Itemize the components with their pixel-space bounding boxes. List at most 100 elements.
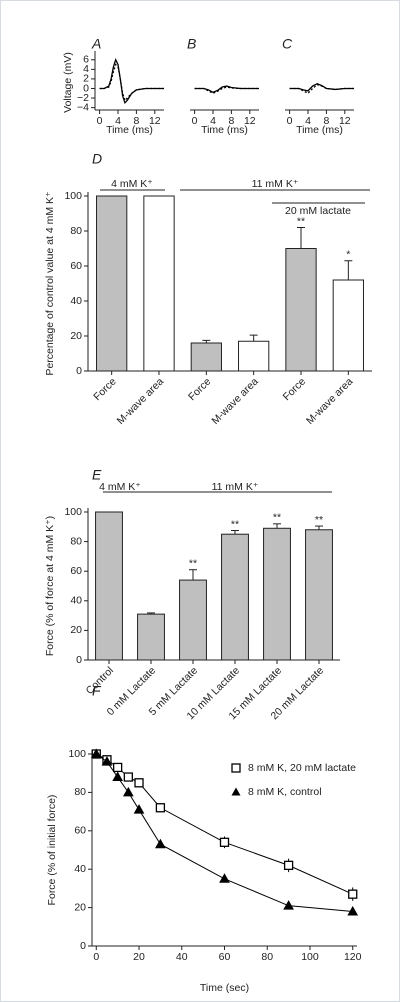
y-tick-label: −4 bbox=[77, 101, 89, 113]
x-axis-label: Time (ms) bbox=[296, 124, 343, 136]
bar bbox=[96, 195, 128, 372]
bar bbox=[285, 248, 317, 372]
marker bbox=[348, 889, 358, 899]
x-tick-label: 0 bbox=[287, 115, 293, 127]
y-tick-label: 20 bbox=[70, 624, 82, 636]
y-tick-label: 60 bbox=[74, 825, 86, 837]
x-tick-label: 80 bbox=[261, 951, 273, 963]
y-tick-label: 0 bbox=[76, 654, 82, 666]
y-tick-label: 0 bbox=[76, 365, 82, 377]
x-tick-label: 4 bbox=[210, 115, 216, 127]
panel-letter: B bbox=[187, 36, 196, 52]
marker bbox=[133, 804, 145, 814]
x-axis-label: Time (ms) bbox=[106, 124, 153, 136]
series-line bbox=[289, 83, 354, 95]
bar bbox=[95, 511, 123, 661]
y-tick-label: 6 bbox=[83, 54, 89, 66]
y-tick-label: 0 bbox=[80, 940, 86, 952]
x-tick-label: 12 bbox=[244, 115, 256, 127]
x-tick-label: 4 bbox=[115, 115, 121, 127]
x-tick-label: 4 bbox=[305, 115, 311, 127]
marker bbox=[112, 771, 123, 782]
y-tick-label: 40 bbox=[70, 595, 82, 607]
y-tick-label: −2 bbox=[77, 92, 89, 104]
y-tick-label: 2 bbox=[83, 73, 89, 85]
series-line bbox=[194, 86, 259, 94]
legend-label: 8 mM K, control bbox=[248, 786, 322, 798]
x-tick-label: 0 bbox=[97, 115, 103, 127]
marker bbox=[283, 860, 294, 871]
y-tick-label: 4 bbox=[83, 63, 89, 75]
x-axis-label: Time (ms) bbox=[201, 124, 248, 136]
y-tick-label: 100 bbox=[68, 748, 86, 760]
x-tick-label: 0 bbox=[93, 951, 99, 963]
significance: ** bbox=[297, 215, 305, 227]
panel-letter: A bbox=[91, 36, 101, 52]
x-tick-label: 8 bbox=[228, 115, 234, 127]
marker bbox=[283, 900, 294, 910]
x-tick-label: 20 bbox=[133, 951, 145, 963]
y-tick-label: 60 bbox=[70, 565, 82, 577]
x-tick-label: 100 bbox=[301, 951, 319, 963]
y-axis-label: Percentage of control value at 4 mM K⁺ bbox=[44, 191, 56, 376]
y-axis-label: Voltage (mV) bbox=[62, 52, 74, 113]
marker bbox=[122, 786, 134, 797]
bar bbox=[305, 529, 333, 661]
marker bbox=[219, 873, 230, 883]
y-tick-label: 80 bbox=[74, 786, 86, 798]
legend-marker bbox=[231, 763, 241, 773]
panel-letter: E bbox=[92, 467, 102, 483]
marker bbox=[123, 772, 133, 782]
x-tick-label: 8 bbox=[133, 115, 139, 127]
marker bbox=[219, 837, 230, 847]
significance: ** bbox=[273, 512, 281, 524]
y-tick-label: 20 bbox=[74, 901, 86, 913]
y-tick-label: 40 bbox=[74, 863, 86, 875]
bar bbox=[332, 279, 364, 372]
marker bbox=[347, 905, 359, 916]
panel-letter: F bbox=[92, 683, 102, 699]
y-tick-label: 20 bbox=[70, 330, 82, 342]
significance: * bbox=[346, 249, 350, 261]
x-tick-label: 8 bbox=[323, 115, 329, 127]
marker bbox=[90, 748, 102, 758]
y-tick-label: 40 bbox=[70, 295, 82, 307]
legend-marker bbox=[231, 787, 241, 796]
bar bbox=[238, 340, 270, 372]
significance: ** bbox=[189, 558, 197, 570]
y-tick-label: 0 bbox=[83, 82, 89, 94]
x-tick-label: 12 bbox=[149, 115, 161, 127]
bar bbox=[179, 579, 207, 661]
annotation: 4 mM K⁺ bbox=[111, 178, 153, 190]
x-tick-label: 40 bbox=[176, 951, 188, 963]
marker bbox=[155, 803, 166, 813]
annotation: 4 mM K⁺ bbox=[99, 481, 141, 493]
significance: ** bbox=[315, 514, 323, 526]
x-tick-label: 60 bbox=[219, 951, 231, 963]
y-tick-label: 60 bbox=[70, 260, 82, 272]
y-tick-label: 80 bbox=[70, 535, 82, 547]
marker bbox=[112, 762, 123, 773]
y-tick-label: 100 bbox=[64, 190, 82, 202]
bar bbox=[143, 195, 175, 372]
x-tick-label: 120 bbox=[344, 951, 362, 963]
marker bbox=[101, 756, 113, 766]
legend-label: 8 mM K, 20 mM lactate bbox=[248, 762, 356, 774]
x-axis-label: Time (sec) bbox=[200, 982, 249, 994]
panel-letter: D bbox=[92, 151, 102, 167]
annotation: 20 mM lactate bbox=[285, 205, 351, 217]
bar bbox=[221, 533, 249, 661]
annotation: 11 mM K⁺ bbox=[252, 178, 299, 190]
marker bbox=[155, 838, 166, 849]
marker bbox=[134, 778, 144, 788]
annotation: 11 mM K⁺ bbox=[212, 481, 259, 493]
y-tick-label: 100 bbox=[64, 506, 82, 518]
bar bbox=[190, 342, 222, 372]
y-axis-label: Force (% of force at 4 mM K⁺) bbox=[44, 516, 56, 656]
y-tick-label: 80 bbox=[70, 225, 82, 237]
x-tick-label: 12 bbox=[339, 115, 351, 127]
series-line bbox=[99, 63, 164, 102]
bar bbox=[263, 527, 291, 661]
